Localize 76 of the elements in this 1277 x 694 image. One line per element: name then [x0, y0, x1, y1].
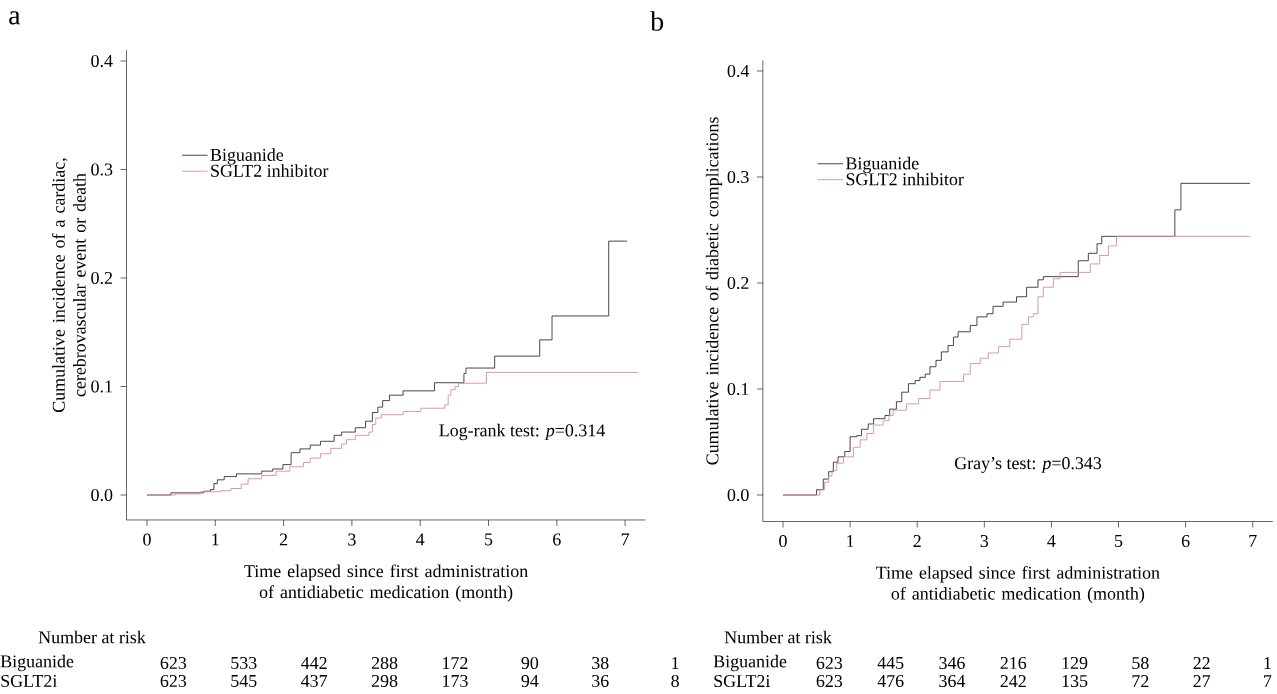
x-axis-title: Time elapsed since first administration of antidiabetic medication (month)	[244, 564, 528, 602]
text: 94	[521, 674, 539, 687]
text: 72	[1132, 675, 1149, 687]
annotation: Log-rank test: p=0.314	[439, 423, 605, 441]
x-tick-label: 6	[1181, 535, 1190, 548]
text: Number at risk	[38, 630, 146, 644]
annotation: Gray’s test: p=0.343	[954, 457, 1102, 473]
x-tick-label: 3	[980, 535, 989, 548]
text: 298	[371, 674, 398, 688]
text: 36	[592, 674, 609, 687]
chart-title: b	[650, 11, 664, 31]
text: Biguanide	[713, 654, 787, 672]
text: 623	[816, 675, 843, 688]
y-tick-label: 0.0	[727, 488, 749, 502]
x-tick-label: 0	[779, 535, 787, 548]
legend-label: Biguanide	[210, 148, 284, 165]
text: 7	[1264, 675, 1272, 687]
text: 533	[231, 656, 257, 669]
x-tick-label: 4	[416, 533, 425, 546]
y-tick-label: 0.2	[727, 276, 749, 290]
legend-label: SGLT2 inhibitor	[211, 164, 329, 177]
y-tick-label: 0.3	[91, 163, 113, 176]
text: Biguanide	[0, 654, 74, 672]
x-tick-label: 0	[143, 533, 151, 546]
text: 8	[671, 674, 679, 688]
x-axis-title: Time elapsed since first administration of antidiabetic medication (month)	[876, 565, 1160, 604]
text: 38	[592, 656, 609, 670]
text: 172	[443, 657, 468, 669]
text: 364	[939, 675, 966, 688]
x-tick-label: 6	[553, 533, 561, 546]
x-tick-label: 2	[279, 533, 288, 546]
text: SGLT2i	[714, 675, 771, 688]
text: 22	[1193, 657, 1210, 669]
x-tick-label: 1	[847, 535, 854, 547]
x-tick-label: 7	[1249, 535, 1257, 547]
text: 623	[160, 674, 187, 687]
y-tick-label: 0.4	[727, 64, 750, 78]
text: 545	[231, 674, 257, 687]
y-tick-label: 0.1	[727, 382, 749, 396]
text: 288	[371, 656, 398, 670]
y-tick-label: 0.4	[91, 54, 113, 68]
y-tick-label: 0.1	[91, 380, 112, 393]
x-tick-label: 3	[348, 533, 356, 546]
x-tick-label: 7	[621, 533, 630, 546]
text: 58	[1132, 656, 1149, 670]
text: 476	[877, 675, 904, 688]
x-tick-label: 5	[1115, 535, 1123, 547]
text: SGLT2i	[1, 674, 58, 687]
x-tick-label: 2	[913, 535, 921, 547]
text: 1	[672, 657, 679, 669]
y-tick-label: 0.3	[727, 170, 749, 184]
text: 129	[1062, 656, 1088, 670]
legend-label: Biguanide	[845, 156, 919, 174]
x-tick-label: 1	[212, 533, 219, 546]
text: Number at risk	[724, 630, 832, 644]
y-axis-title: Cumulative incidence of a cardiac, cerebrovascular event or death	[52, 158, 86, 413]
text: 445	[877, 657, 904, 669]
text: 346	[939, 656, 965, 670]
chart-title: a	[9, 11, 21, 25]
text: 437	[301, 674, 328, 687]
text: 623	[816, 656, 843, 670]
text: 135	[1062, 675, 1088, 688]
y-tick-label: 0.0	[91, 488, 113, 502]
y-axis-title: Cumulative incidence of diabetic complications	[705, 117, 723, 465]
legend-label: SGLT2 inhibitor	[846, 172, 964, 186]
text: 27	[1193, 675, 1211, 687]
x-tick-label: 5	[485, 533, 493, 546]
y-tick-label: 0.2	[91, 271, 113, 285]
text: 442	[301, 657, 327, 669]
text: 1	[1264, 657, 1271, 669]
text: 173	[443, 674, 468, 687]
text: 216	[1000, 656, 1027, 670]
x-tick-label: 4	[1047, 535, 1056, 547]
text: 623	[160, 656, 187, 669]
text: 242	[1000, 675, 1026, 687]
text: 90	[521, 656, 539, 670]
